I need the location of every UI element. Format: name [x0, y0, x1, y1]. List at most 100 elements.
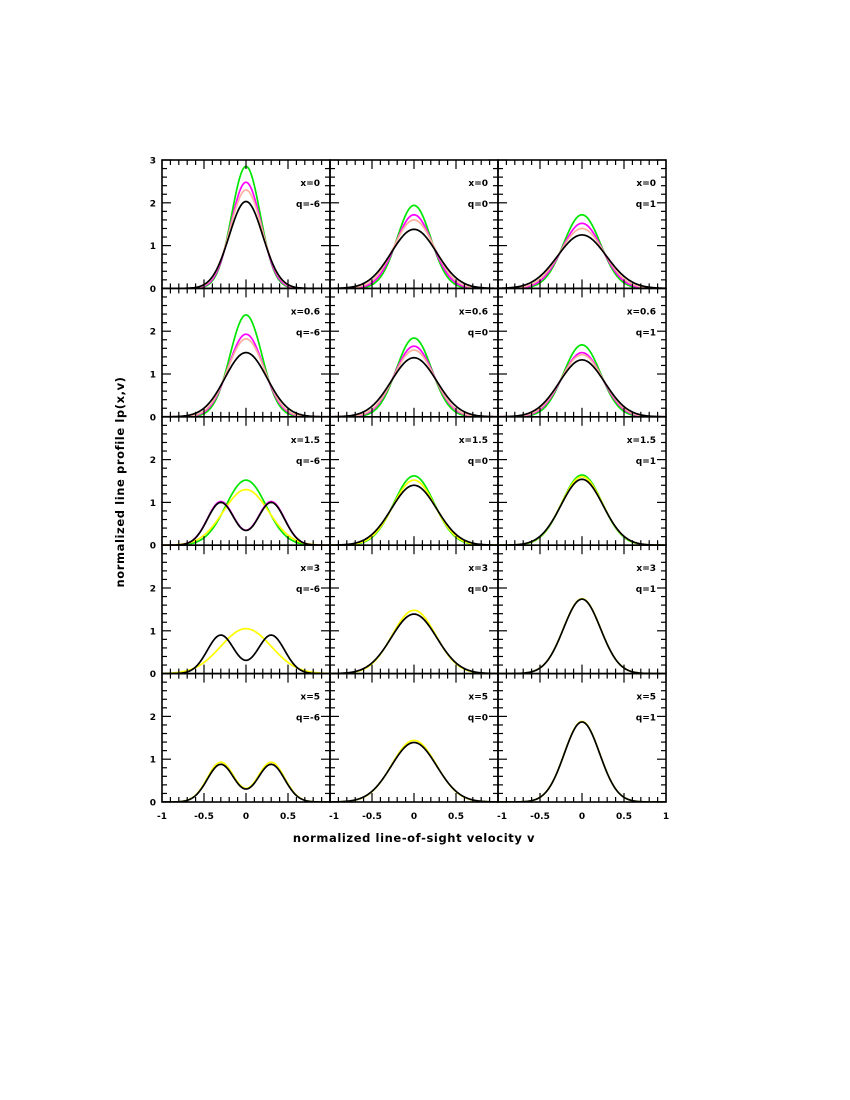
panel-label-x: x=1.5: [627, 436, 656, 446]
series-line-yellow: [498, 597, 666, 674]
series-line-orange: [498, 353, 666, 417]
panel-label-q: q=1: [636, 585, 656, 595]
panel-label-q: q=-6: [296, 328, 320, 338]
panel-label-q: q=0: [468, 585, 488, 595]
series-line-green: [162, 479, 330, 546]
y-tick-label: 0: [150, 799, 156, 809]
y-tick-label: 3: [150, 157, 156, 167]
curves: [162, 761, 330, 802]
x-tick-label: -0.5: [530, 812, 550, 822]
series-line-magenta: [330, 213, 498, 289]
y-tick-label: 2: [150, 456, 156, 466]
series-line-black: [162, 351, 330, 417]
curves: [498, 344, 666, 417]
panel-label-q: q=0: [468, 457, 488, 467]
panel-label-x: x=5: [636, 693, 656, 703]
panel-label-x: x=0.6: [291, 307, 320, 317]
panel-label-q: q=0: [468, 328, 488, 338]
series-line-magenta: [162, 333, 330, 417]
series-line-black: [162, 763, 330, 802]
curves: [162, 627, 330, 674]
series-line-magenta: [498, 351, 666, 417]
series-line-orange: [498, 227, 666, 289]
curves: [330, 337, 498, 417]
x-tick-label: -1: [329, 812, 339, 822]
panel-label-q: q=1: [636, 714, 656, 724]
y-tick-label: 0: [150, 285, 156, 295]
curves: [330, 475, 498, 546]
y-tick-label: 0: [150, 542, 156, 552]
series-line-green: [498, 344, 666, 417]
y-tick-label: 1: [150, 371, 156, 381]
x-tick-label: 0: [243, 812, 249, 822]
curves: [330, 609, 498, 674]
x-tick-label: 0.5: [448, 812, 464, 822]
panel-0-2: x=0 q=1: [497, 159, 667, 290]
series-line-black: [330, 613, 498, 674]
series-line-black: [330, 484, 498, 546]
x-tick-label: 0: [411, 812, 417, 822]
panel-3-2: x=3 q=1: [497, 544, 667, 675]
curves: [330, 739, 498, 802]
panel-label-q: q=0: [468, 714, 488, 724]
curves: [498, 720, 666, 802]
y-tick-label: 1: [150, 242, 156, 252]
panel-label-x: x=5: [300, 693, 320, 703]
series-line-magenta: [162, 181, 330, 289]
panel-0-1: x=0 q=0: [329, 159, 499, 290]
x-tick-label: -1: [497, 812, 507, 822]
series-line-black: [498, 598, 666, 674]
y-axis-label: normalized line profile lp(x,v): [113, 376, 127, 587]
panel-1-0: 0 1 2 x=0.6 q=-6: [150, 287, 331, 423]
panel-3-1: x=3 q=0: [329, 544, 499, 675]
x-tick-label: 0.5: [280, 812, 296, 822]
y-tick-label: 0: [150, 413, 156, 423]
series-line-black: [498, 359, 666, 417]
y-tick-label: 1: [150, 756, 156, 766]
x-tick-label: 1: [663, 812, 669, 822]
panel-label-x: x=0: [636, 179, 656, 189]
panel-label-x: x=0.6: [459, 307, 488, 317]
series-line-magenta: [330, 345, 498, 417]
x-tick-label: -0.5: [194, 812, 214, 822]
panel-2-0: 0 1 2 x=1.5 q=-6: [150, 415, 331, 552]
panel-label-x: x=3: [636, 564, 656, 574]
y-tick-label: 1: [150, 627, 156, 637]
series-line-green: [498, 213, 666, 289]
x-tick-label: -1: [157, 812, 167, 822]
series-line-orange: [330, 349, 498, 417]
panel-label-x: x=0: [300, 179, 320, 189]
series-line-black: [498, 478, 666, 546]
series-line-black: [162, 634, 330, 674]
series-line-black: [330, 356, 498, 417]
series-line-yellow: [330, 739, 498, 802]
series-line-black: [330, 741, 498, 802]
curves: [498, 597, 666, 674]
panel-label-x: x=1.5: [291, 436, 320, 446]
curves: [498, 213, 666, 289]
series-line-black: [498, 234, 666, 289]
series-line-black: [330, 228, 498, 289]
x-tick-label: 0: [579, 812, 585, 822]
y-tick-label: 2: [150, 199, 156, 209]
panel-2-2: x=1.5 q=1: [497, 415, 667, 546]
panel-label-q: q=-6: [296, 585, 320, 595]
series-line-green: [330, 475, 498, 546]
x-tick-label: 0.5: [616, 812, 632, 822]
y-tick-label: 2: [150, 585, 156, 595]
series-line-yellow: [330, 479, 498, 546]
series-line-yellow: [162, 627, 330, 674]
x-axis-label: normalized line-of-sight velocity v: [293, 831, 535, 845]
panel-label-q: q=-6: [296, 714, 320, 724]
y-tick-label: 1: [150, 499, 156, 509]
panel-label-x: x=3: [300, 564, 320, 574]
panel-label-q: q=0: [468, 200, 488, 210]
panel-1-2: x=0.6 q=1: [497, 287, 667, 418]
x-tick-label: -0.5: [362, 812, 382, 822]
panel-4-0: 0 1 2 -1 -0.5 0 0.5 x=5 q=-6: [150, 672, 331, 822]
series-line-black: [162, 501, 330, 546]
panel-label-x: x=0: [468, 179, 488, 189]
curves: [162, 479, 330, 546]
series-line-yellow: [498, 720, 666, 802]
